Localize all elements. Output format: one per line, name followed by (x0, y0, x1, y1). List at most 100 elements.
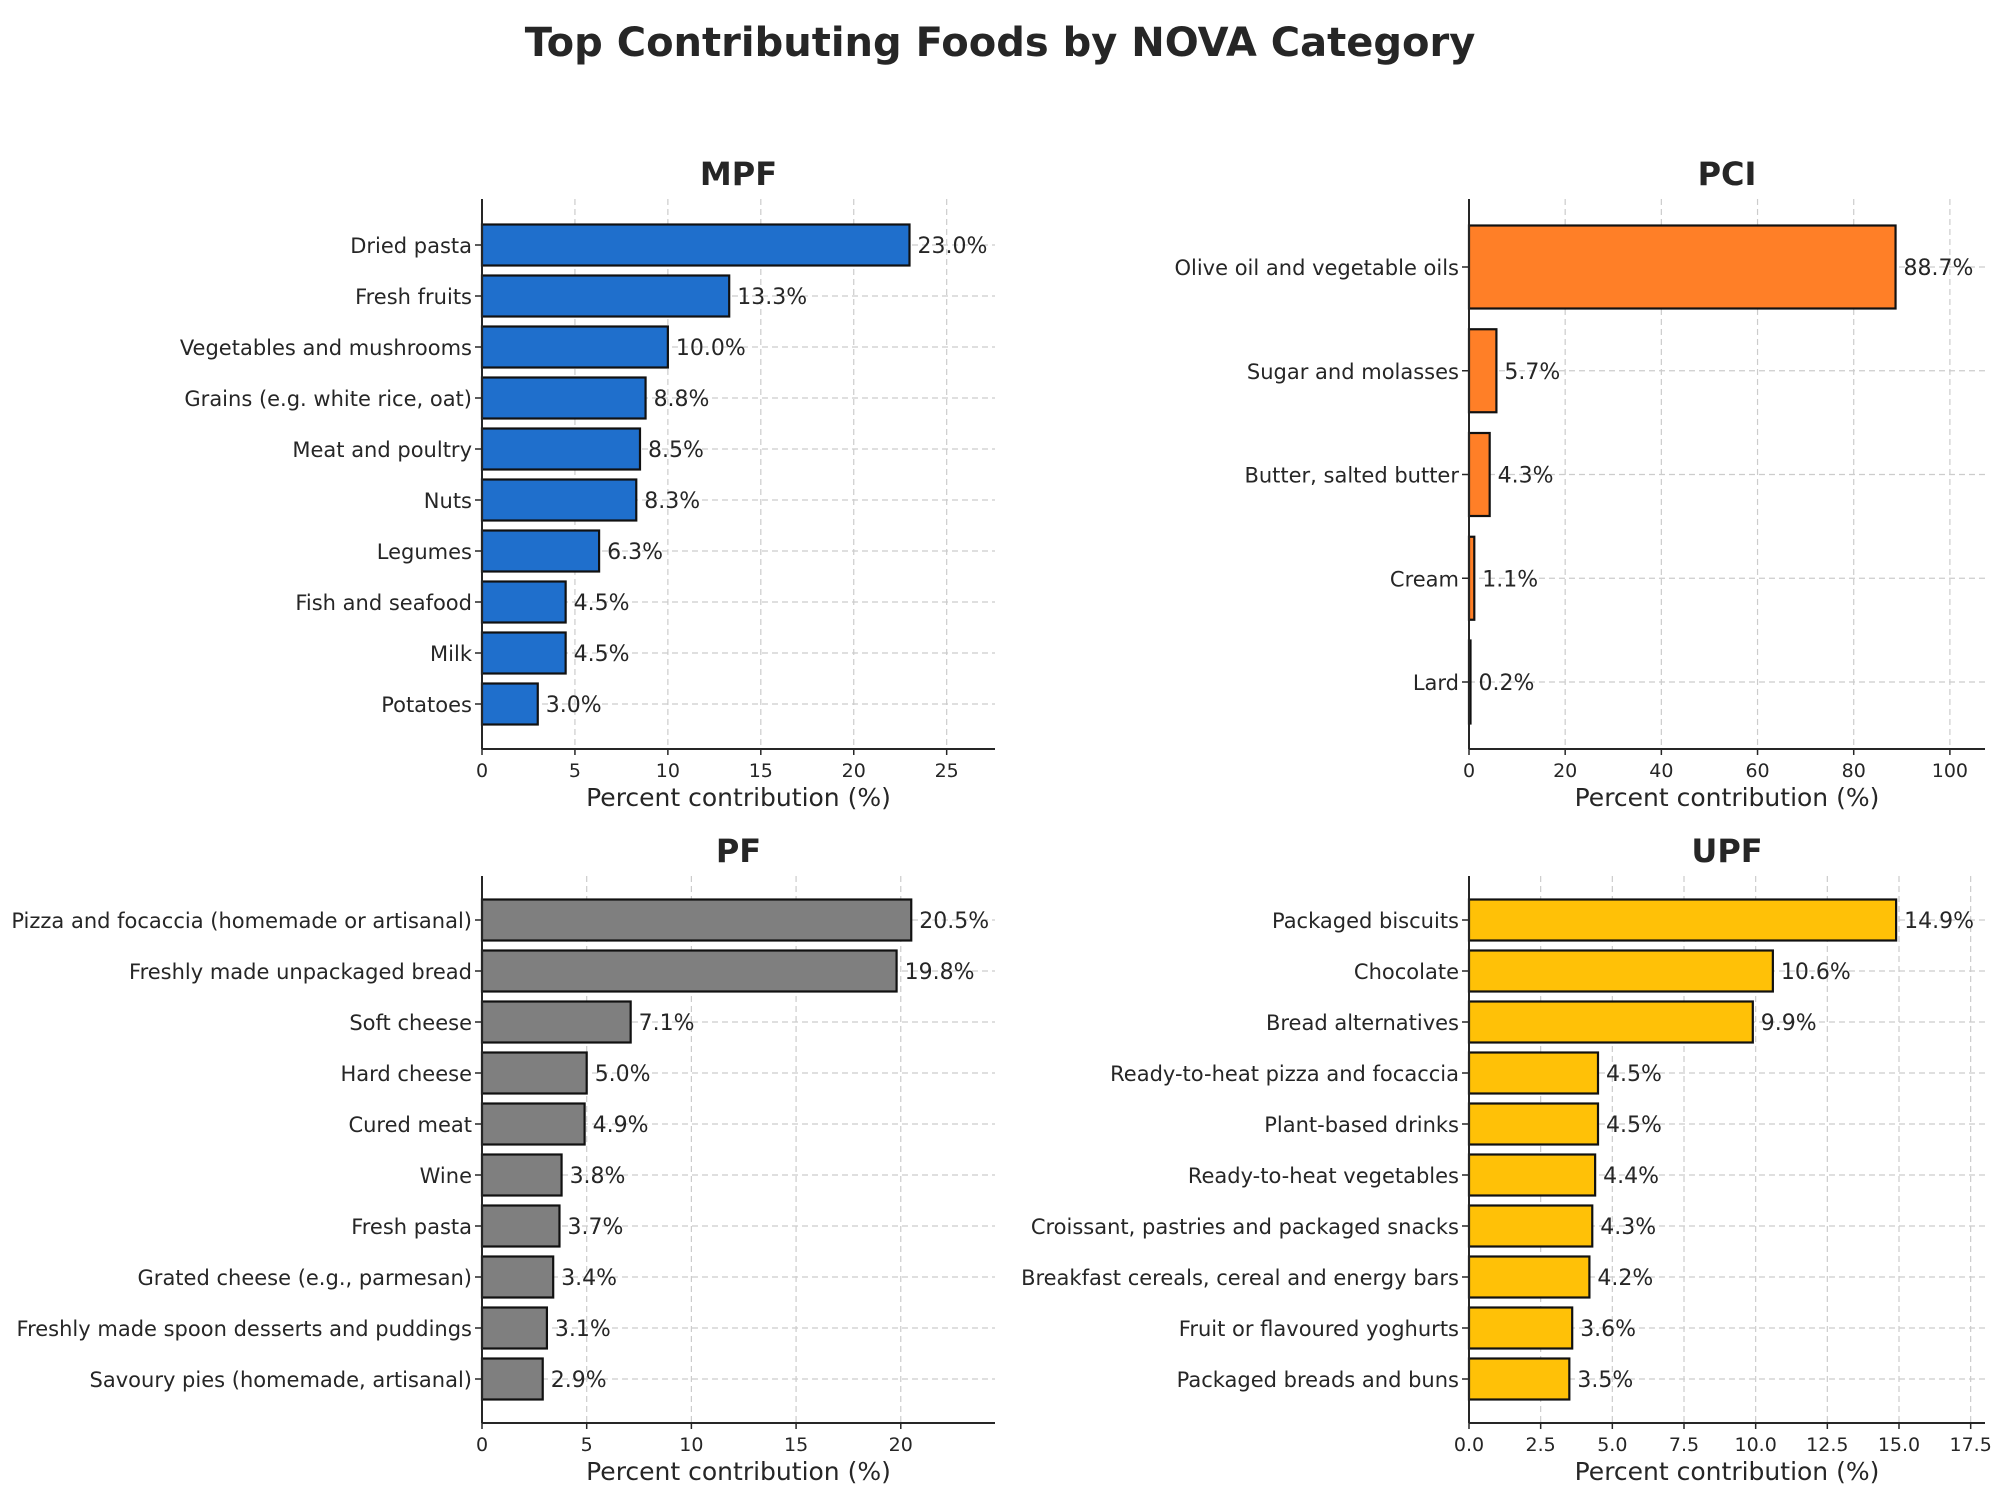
data-label: 14.9% (1904, 909, 1974, 934)
bar (480, 580, 567, 624)
category-label: Soft cheese (349, 1011, 472, 1035)
bar (480, 631, 567, 675)
bar (480, 325, 669, 369)
x-axis-label: Percent contribution (%) (586, 783, 891, 812)
data-label: 4.9% (593, 1113, 649, 1138)
x-tick-label: 17.5 (1950, 1434, 1992, 1456)
bar (1467, 1255, 1591, 1299)
x-tick-label: 0 (1463, 760, 1475, 782)
panel-title: PCI (1698, 155, 1757, 193)
data-label: 20.5% (919, 909, 989, 934)
category-label: Ready-to-heat pizza and focaccia (1110, 1062, 1459, 1086)
category-label: Legumes (377, 540, 472, 564)
data-label: 10.6% (1781, 960, 1851, 985)
data-label: 8.3% (644, 489, 700, 514)
data-label: 10.0% (676, 336, 746, 361)
data-label: 2.9% (551, 1368, 607, 1393)
bar (480, 427, 642, 471)
x-tick-label: 40 (1649, 760, 1673, 782)
category-label: Freshly made spoon desserts and puddings (17, 1317, 472, 1341)
data-label: 3.6% (1580, 1317, 1636, 1342)
category-label: Ready-to-heat vegetables (1188, 1164, 1459, 1188)
bar (480, 949, 898, 993)
category-label: Fish and seafood (295, 591, 472, 615)
category-label: Fruit or flavoured yoghurts (1179, 1317, 1459, 1341)
panel-pci: 88.7% Olive oil and vegetable oils 5.7% Sug… (1174, 155, 1985, 812)
category-label: Vegetables and mushrooms (180, 336, 472, 360)
x-axis-label: Percent contribution (%) (586, 1457, 891, 1486)
data-label: 1.1% (1482, 567, 1538, 592)
data-label: 7.1% (639, 1011, 695, 1036)
x-tick-label: 0 (476, 1434, 488, 1456)
x-tick-label: 10.0 (1735, 1434, 1777, 1456)
data-label: 23.0% (918, 234, 988, 259)
category-label: Meat and poultry (292, 438, 472, 462)
bar (1467, 1102, 1600, 1146)
bar (480, 1051, 588, 1095)
bar (480, 1204, 561, 1248)
data-label: 0.2% (1479, 671, 1535, 696)
bar (1467, 1153, 1597, 1197)
x-tick-label: 10 (656, 760, 680, 782)
x-tick-label: 7.5 (1669, 1434, 1699, 1456)
category-label: Croissant, pastries and packaged snacks (1031, 1215, 1459, 1239)
category-label: Dried pasta (350, 234, 472, 258)
data-label: 4.4% (1603, 1164, 1659, 1189)
bar (1467, 1357, 1571, 1401)
data-label: 4.5% (574, 591, 630, 616)
panel-upf: 14.9% Packaged biscuits 10.6% Chocolate 9.9%… (1021, 832, 1992, 1486)
bar (480, 1000, 632, 1044)
x-tick-label: 25 (935, 760, 959, 782)
category-label: Cream (1390, 567, 1459, 591)
bar (480, 376, 647, 420)
category-label: Savoury pies (homemade, artisanal) (90, 1368, 472, 1392)
x-tick-label: 2.5 (1526, 1434, 1556, 1456)
category-label: Nuts (424, 489, 472, 513)
category-label: Bread alternatives (1266, 1011, 1459, 1035)
x-tick-label: 5 (569, 760, 581, 782)
x-tick-label: 20 (842, 760, 866, 782)
category-label: Hard cheese (341, 1062, 473, 1086)
x-axis-label: Percent contribution (%) (1575, 783, 1880, 812)
x-axis-label: Percent contribution (%) (1575, 1457, 1880, 1486)
x-tick-label: 0 (476, 760, 488, 782)
panel-title: MPF (700, 155, 777, 193)
category-label: Fresh fruits (355, 285, 472, 309)
x-tick-label: 20 (889, 1434, 913, 1456)
x-tick-label: 5.0 (1597, 1434, 1627, 1456)
data-label: 8.5% (648, 438, 704, 463)
data-label: 3.1% (555, 1317, 611, 1342)
bar (480, 682, 539, 726)
bar (1467, 1306, 1574, 1350)
category-label: Plant-based drinks (1264, 1113, 1459, 1137)
x-tick-label: 12.5 (1806, 1434, 1848, 1456)
bar (480, 529, 601, 573)
data-label: 6.3% (607, 540, 663, 565)
bar (1467, 431, 1491, 518)
bar (1467, 898, 1898, 942)
data-label: 3.5% (1577, 1368, 1633, 1393)
x-tick-label: 60 (1745, 760, 1769, 782)
data-label: 5.0% (595, 1062, 651, 1087)
category-label: Breakfast cereals, cereal and energy bar… (1021, 1266, 1459, 1290)
x-tick-label: 15 (784, 1434, 808, 1456)
data-label: 5.7% (1504, 360, 1560, 385)
x-tick-label: 10 (679, 1434, 703, 1456)
data-label: 88.7% (1904, 256, 1974, 281)
data-label: 13.3% (737, 285, 807, 310)
data-label: 4.3% (1600, 1215, 1656, 1240)
x-tick-label: 15.0 (1878, 1434, 1920, 1456)
data-label: 3.4% (561, 1266, 617, 1291)
category-label: Fresh pasta (351, 1215, 472, 1239)
bar (480, 1255, 555, 1299)
bar (1467, 949, 1774, 993)
bar (480, 1102, 586, 1146)
category-label: Freshly made unpackaged bread (129, 960, 472, 984)
bar (1467, 1051, 1600, 1095)
category-label: Olive oil and vegetable oils (1174, 256, 1459, 280)
data-label: 19.8% (905, 960, 975, 985)
bar (480, 1306, 549, 1350)
x-tick-label: 5 (581, 1434, 593, 1456)
bar (1467, 1204, 1594, 1248)
